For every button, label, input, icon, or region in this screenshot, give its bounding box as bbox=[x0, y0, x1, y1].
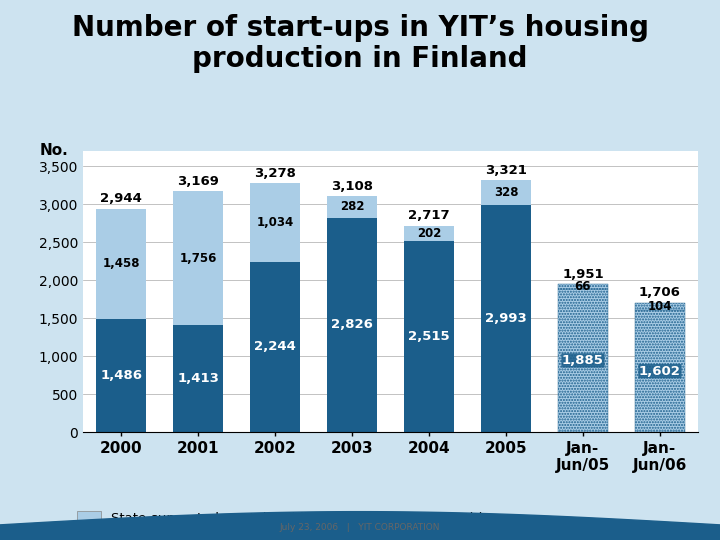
Text: 3,108: 3,108 bbox=[331, 180, 373, 193]
Text: 3,169: 3,169 bbox=[177, 175, 219, 188]
Text: 1,885: 1,885 bbox=[562, 354, 604, 367]
Bar bbox=[558, 284, 608, 289]
Text: 3,321: 3,321 bbox=[485, 164, 527, 177]
Text: 2,993: 2,993 bbox=[485, 312, 527, 325]
Text: 1,486: 1,486 bbox=[100, 369, 143, 382]
Bar bbox=[250, 262, 300, 432]
Bar bbox=[481, 180, 531, 205]
Bar bbox=[327, 218, 377, 432]
Text: 1,413: 1,413 bbox=[177, 372, 219, 385]
Text: 2,826: 2,826 bbox=[331, 318, 373, 331]
Text: 2,944: 2,944 bbox=[100, 192, 143, 205]
Bar bbox=[404, 226, 454, 241]
Text: 3,278: 3,278 bbox=[254, 167, 296, 180]
Legend: State-supported, rental buildings and bidding competition, Market-financed: State-supported, rental buildings and bi… bbox=[77, 511, 500, 540]
Text: 66: 66 bbox=[575, 280, 591, 293]
Bar bbox=[96, 319, 146, 432]
Polygon shape bbox=[0, 512, 720, 540]
Text: No.: No. bbox=[40, 143, 68, 158]
Bar bbox=[404, 241, 454, 432]
Text: Number of start-ups in YIT’s housing
production in Finland: Number of start-ups in YIT’s housing pro… bbox=[71, 14, 649, 73]
Text: 1,458: 1,458 bbox=[102, 258, 140, 271]
Bar bbox=[250, 183, 300, 262]
Text: 1,602: 1,602 bbox=[639, 364, 681, 377]
Text: 202: 202 bbox=[417, 227, 441, 240]
Bar bbox=[174, 192, 223, 325]
Text: 1,756: 1,756 bbox=[179, 252, 217, 265]
Bar bbox=[327, 196, 377, 218]
Text: 2,515: 2,515 bbox=[408, 330, 450, 343]
Text: 282: 282 bbox=[340, 200, 364, 213]
Bar bbox=[481, 205, 531, 432]
Text: 1,951: 1,951 bbox=[562, 267, 604, 280]
Text: 2,244: 2,244 bbox=[254, 340, 296, 353]
Text: 104: 104 bbox=[648, 300, 672, 313]
Bar bbox=[174, 325, 223, 432]
Bar bbox=[96, 208, 146, 319]
Bar bbox=[558, 289, 608, 432]
Text: 1,034: 1,034 bbox=[256, 216, 294, 229]
Text: 328: 328 bbox=[494, 186, 518, 199]
Bar bbox=[635, 310, 685, 432]
Text: 1,706: 1,706 bbox=[639, 286, 681, 299]
Text: July 23, 2006   |   YIT CORPORATION: July 23, 2006 | YIT CORPORATION bbox=[280, 523, 440, 532]
Bar bbox=[635, 302, 685, 310]
Text: 2,717: 2,717 bbox=[408, 210, 450, 222]
